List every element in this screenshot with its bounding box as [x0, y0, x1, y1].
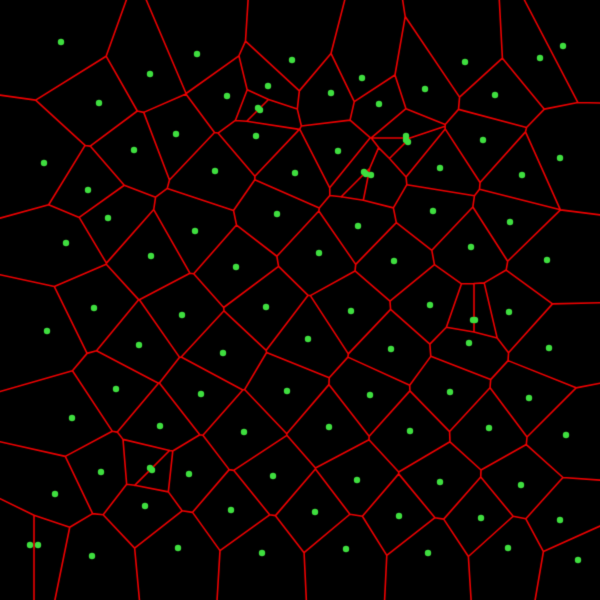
voronoi-diagram [0, 0, 600, 600]
